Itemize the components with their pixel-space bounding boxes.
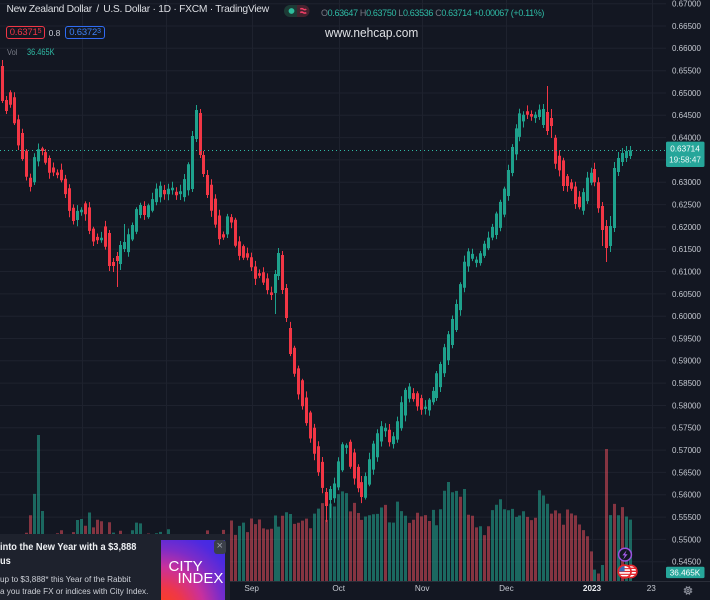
svg-text:2023: 2023 <box>583 584 602 593</box>
svg-text:23: 23 <box>647 584 657 593</box>
svg-text:0.62000: 0.62000 <box>672 223 701 232</box>
svg-text:0.57500: 0.57500 <box>672 424 701 433</box>
svg-text:0.64500: 0.64500 <box>672 111 701 120</box>
svg-text:36.465K: 36.465K <box>670 568 701 577</box>
svg-text:0.57000: 0.57000 <box>672 446 701 455</box>
svg-text:0.55000: 0.55000 <box>672 535 701 544</box>
svg-text:0.58500: 0.58500 <box>672 379 701 388</box>
svg-text:19:58:47: 19:58:47 <box>669 155 701 164</box>
svg-text:0.60500: 0.60500 <box>672 290 701 299</box>
svg-text:0.63714: 0.63714 <box>670 144 700 153</box>
svg-text:0.54500: 0.54500 <box>672 558 701 567</box>
svg-text:0.64000: 0.64000 <box>672 134 701 143</box>
svg-text:0.61500: 0.61500 <box>672 245 701 254</box>
svg-text:0.67000: 0.67000 <box>672 0 701 9</box>
svg-text:0.56000: 0.56000 <box>672 491 701 500</box>
svg-text:Dec: Dec <box>499 584 514 593</box>
svg-text:0.63000: 0.63000 <box>672 178 701 187</box>
svg-text:0.59000: 0.59000 <box>672 357 701 366</box>
svg-text:0.60000: 0.60000 <box>672 312 701 321</box>
svg-text:0.61000: 0.61000 <box>672 267 701 276</box>
svg-text:0.56500: 0.56500 <box>672 468 701 477</box>
svg-text:Nov: Nov <box>415 584 430 593</box>
svg-text:0.58000: 0.58000 <box>672 401 701 410</box>
svg-text:0.66000: 0.66000 <box>672 44 701 53</box>
svg-text:0.65000: 0.65000 <box>672 89 701 98</box>
svg-text:Sep: Sep <box>244 584 259 593</box>
svg-text:0.65500: 0.65500 <box>672 67 701 76</box>
svg-text:0.55500: 0.55500 <box>672 513 701 522</box>
svg-text:0.62500: 0.62500 <box>672 201 701 210</box>
svg-text:Oct: Oct <box>332 584 345 593</box>
svg-text:0.66500: 0.66500 <box>672 22 701 31</box>
svg-text:0.59500: 0.59500 <box>672 334 701 343</box>
